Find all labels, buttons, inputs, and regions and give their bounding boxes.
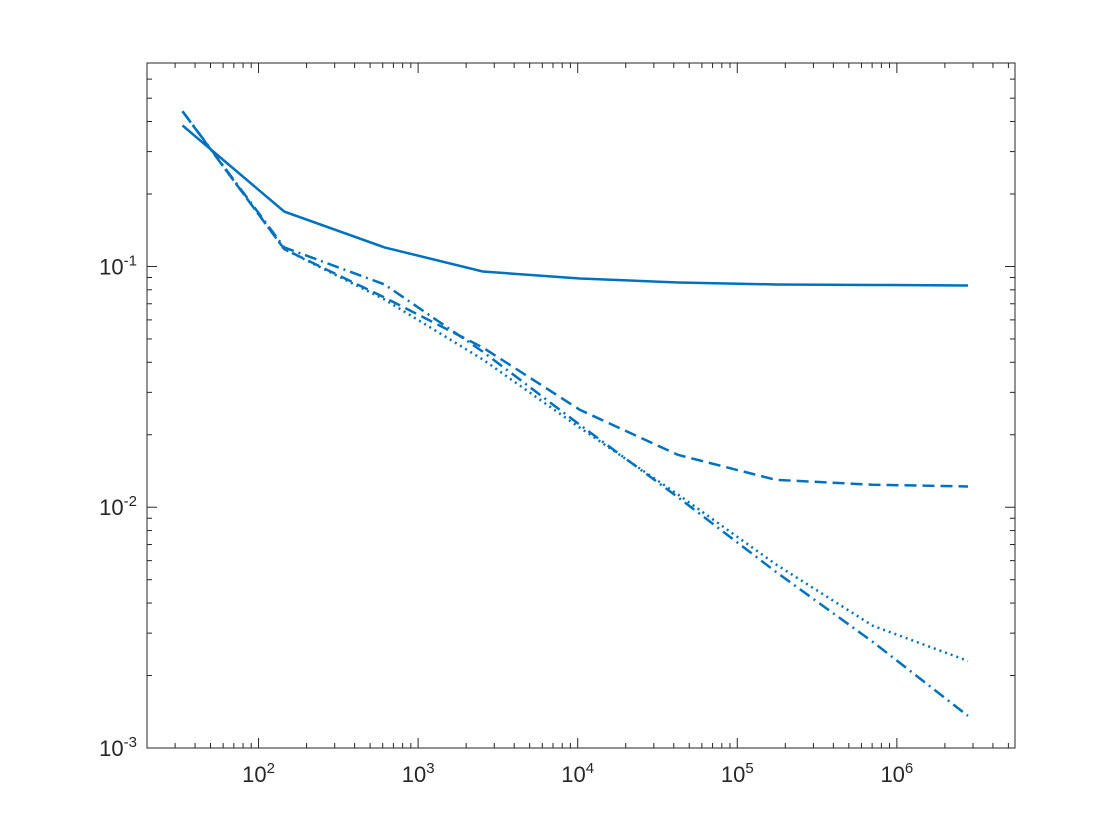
exponent: 5: [745, 760, 753, 777]
y-tick-label: 10-3: [99, 734, 137, 761]
exponent: 3: [426, 760, 434, 777]
line: [181, 110, 969, 663]
x-tick-label: 104: [561, 760, 594, 787]
x-tick-label: 106: [880, 760, 913, 787]
exponent: 6: [905, 760, 913, 777]
x-tick-label: 102: [242, 760, 275, 787]
exponent: -1: [124, 252, 137, 269]
exponent: 2: [267, 760, 275, 777]
x-tick-label: 105: [721, 760, 754, 787]
line: [181, 124, 968, 287]
y-tick-label: 10-2: [99, 493, 137, 520]
exponent: 4: [586, 760, 594, 777]
exponent: -3: [124, 734, 137, 751]
axes-box: [146, 62, 1016, 749]
y-tick-label: 10-1: [99, 252, 137, 279]
exponent: -2: [124, 493, 137, 510]
line: [181, 110, 969, 717]
line: [181, 110, 968, 488]
x-tick-label: 103: [402, 760, 435, 787]
